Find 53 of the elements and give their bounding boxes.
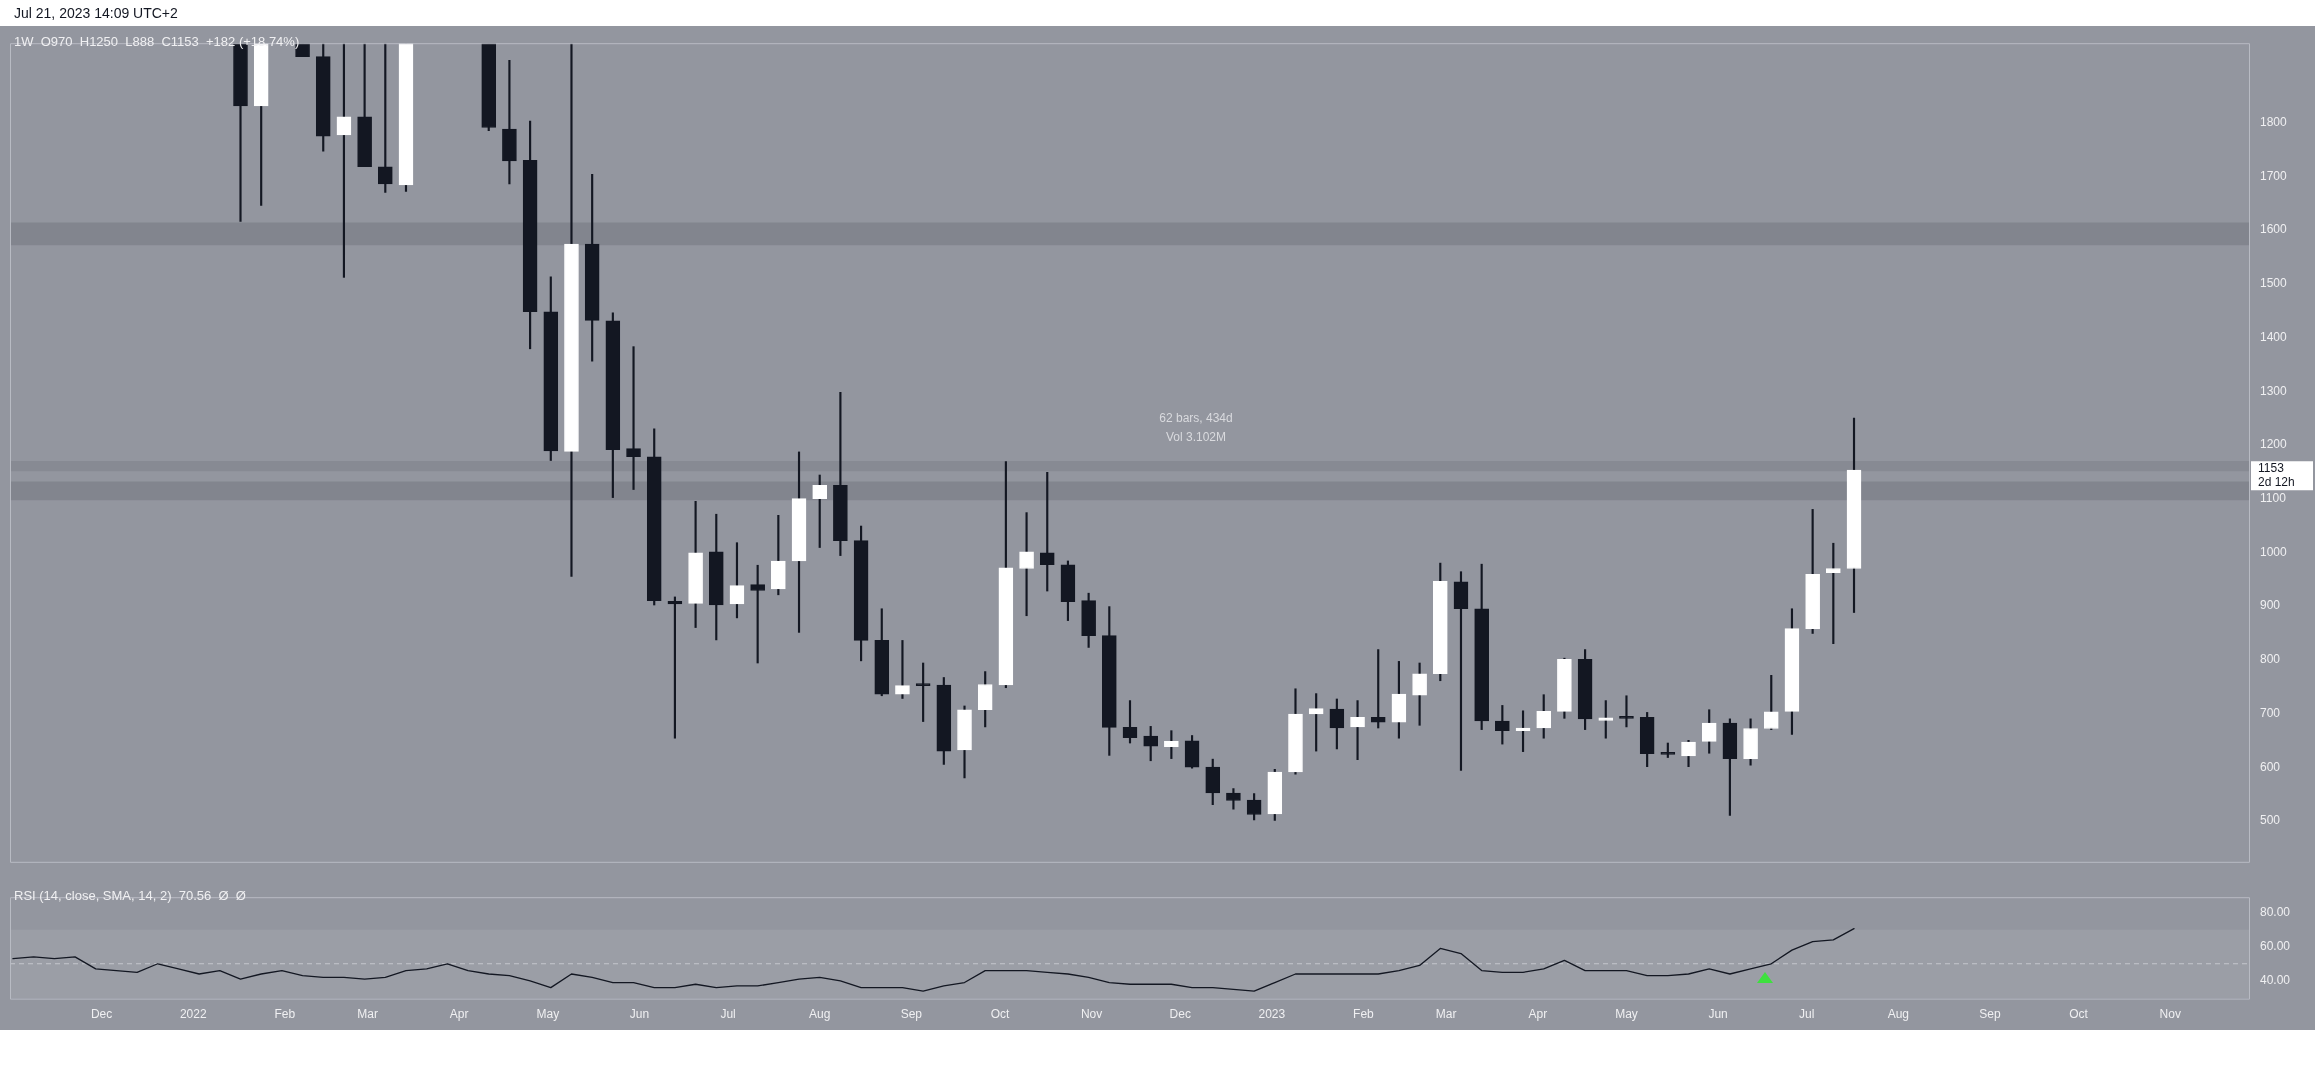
y-tick-label: 600: [2260, 759, 2281, 774]
x-tick-label: Sep: [900, 1007, 923, 1022]
x-tick-label: Aug: [1887, 1007, 1910, 1022]
x-tick-label: May: [536, 1007, 560, 1022]
x-tick-label: Oct: [990, 1007, 1010, 1022]
y-tick-label: 1600: [2260, 222, 2288, 237]
x-tick-label: Apr: [449, 1007, 469, 1022]
x-tick-label: Feb: [1353, 1007, 1375, 1022]
candlestick: [502, 60, 517, 185]
text: 2d 12h: [2258, 475, 2295, 490]
x-tick-label: Feb: [274, 1007, 296, 1022]
y-tick-label: 80.00: [2260, 904, 2291, 919]
x-tick-label: Jul: [1799, 1007, 1815, 1022]
y-tick-label: 900: [2260, 598, 2281, 613]
candlestick: [1619, 695, 1634, 728]
text: 1153: [2258, 461, 2285, 476]
chart-title: RSI (14, close, SMA, 14, 2) 70.56 Ø Ø: [14, 888, 246, 903]
y-tick-label: 1300: [2260, 383, 2288, 398]
y-tick-label: 1000: [2260, 544, 2288, 559]
candlestick: [1350, 700, 1365, 761]
candlestick: [1019, 512, 1034, 617]
x-tick-label: Nov: [1080, 1007, 1103, 1022]
annotation: Vol 3.102M: [1165, 430, 1227, 445]
x-tick-label: Jun: [629, 1007, 650, 1022]
x-tick-label: Jul: [720, 1007, 736, 1022]
candlestick: [626, 346, 641, 490]
x-tick-label: Mar: [357, 1007, 378, 1022]
y-tick-label: 800: [2260, 652, 2281, 667]
x-tick-label: 2022: [179, 1007, 207, 1022]
y-tick-label: 40.00: [2260, 973, 2291, 988]
annotation: 62 bars, 434d: [1159, 411, 1233, 426]
y-tick-label: 1800: [2260, 115, 2288, 129]
y-tick-label: 60.00: [2260, 939, 2291, 954]
x-tick-label: May: [1615, 1007, 1638, 1022]
y-tick-label: 1400: [2260, 329, 2288, 344]
x-tick-label: Mar: [1435, 1007, 1457, 1022]
x-tick-label: Oct: [2069, 1007, 2089, 1022]
x-tick-label: Jun: [1708, 1007, 1728, 1022]
y-tick-label: 700: [2260, 705, 2281, 720]
y-tick-label: 1200: [2260, 437, 2288, 452]
x-tick-label: Nov: [2159, 1007, 2181, 1022]
y-tick-label: 500: [2260, 813, 2281, 828]
x-tick-label: Dec: [1169, 1007, 1191, 1022]
x-tick-label: 2023: [1258, 1007, 1286, 1022]
x-tick-label: Apr: [1528, 1007, 1548, 1022]
x-tick-label: Aug: [809, 1007, 831, 1022]
x-tick-label: Dec: [90, 1007, 113, 1022]
y-tick-label: 1700: [2260, 168, 2288, 183]
y-tick-label: 1100: [2260, 490, 2287, 505]
chart-title: Jul 21, 2023 14:09 UTC+2: [14, 5, 178, 21]
x-tick-label: Sep: [1979, 1007, 2001, 1022]
y-tick-label: 1500: [2260, 276, 2288, 291]
candlestick: [895, 640, 910, 699]
